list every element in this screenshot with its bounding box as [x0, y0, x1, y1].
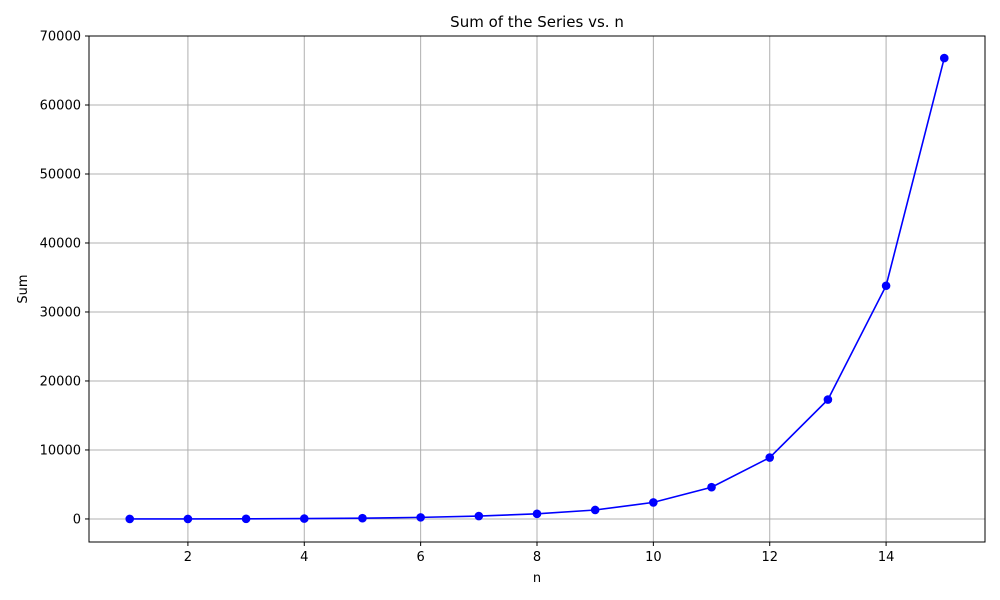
x-tick-label: 10 — [645, 550, 662, 565]
x-tick-label: 4 — [300, 550, 308, 565]
data-point — [241, 514, 251, 524]
y-tick-label: 30000 — [40, 305, 81, 320]
data-point — [532, 509, 542, 519]
y-tick-label: 0 — [73, 512, 81, 527]
data-point — [299, 514, 309, 523]
data-point — [125, 514, 135, 524]
data-point — [939, 53, 949, 63]
grid — [89, 35, 985, 542]
x-tick-label: 6 — [416, 550, 424, 565]
y-tick-label: 60000 — [40, 98, 81, 113]
y-tick-label: 20000 — [40, 374, 81, 389]
series-layer — [125, 53, 949, 524]
x-tick-label: 12 — [761, 550, 778, 565]
y-axis-label: Sum — [16, 274, 31, 303]
data-point — [881, 281, 891, 291]
y-tick-label: 40000 — [40, 236, 81, 251]
y-tick-label: 50000 — [40, 167, 81, 182]
data-point — [823, 395, 833, 404]
x-tick-label: 8 — [533, 550, 541, 565]
data-point — [416, 513, 425, 522]
x-axis-label: n — [533, 571, 541, 586]
data-point — [590, 505, 600, 515]
data-point — [183, 514, 193, 524]
data-point — [649, 498, 658, 507]
data-point — [765, 453, 775, 462]
x-tick-label: 14 — [878, 550, 895, 565]
y-tick-label: 70000 — [40, 30, 81, 45]
ticks-layer: 2 4 6 8 10 12 14 0 10000 20000 30000 40000 50000 6000… — [40, 30, 895, 566]
data-point — [474, 511, 484, 521]
x-tick-label: 2 — [184, 550, 192, 565]
y-tick-label: 10000 — [40, 443, 81, 458]
data-point — [707, 482, 716, 492]
data-point — [358, 513, 367, 523]
chart-title: Sum of the Series vs. n — [450, 13, 624, 31]
